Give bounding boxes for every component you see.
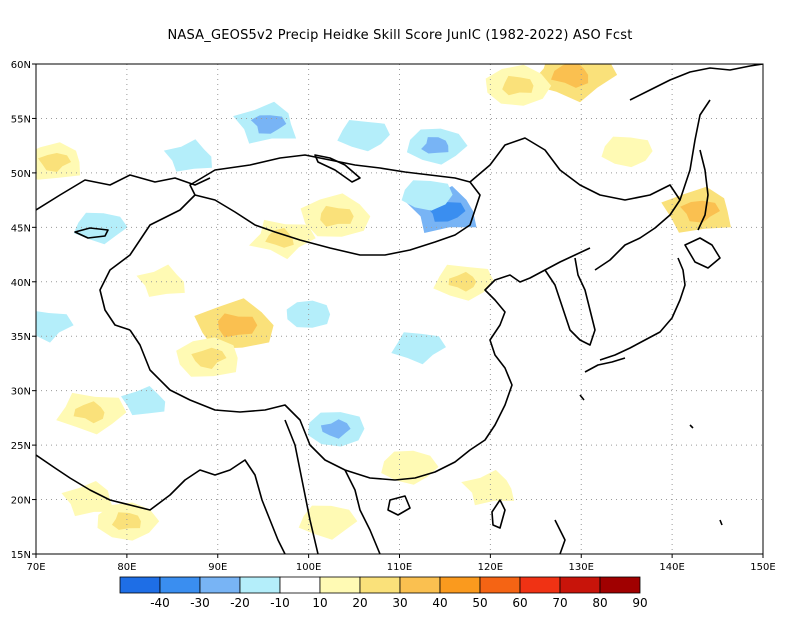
contour-patch-core bbox=[551, 64, 589, 88]
contour-patch-core bbox=[614, 142, 639, 160]
lon-tick-label: 100E bbox=[296, 562, 321, 573]
colorbar-swatch bbox=[439, 576, 481, 594]
contour-patch-core bbox=[134, 394, 158, 409]
colorbar-swatch bbox=[399, 576, 441, 594]
colorbar-swatch bbox=[559, 576, 601, 594]
colorbar: -40 -30 -20 -10 10 20 30 40 50 60 70 80 90 bbox=[119, 576, 648, 610]
colorbar-label: -20 bbox=[230, 596, 250, 610]
colorbar-label: -10 bbox=[270, 596, 290, 610]
contour-patch-core bbox=[76, 492, 106, 508]
contour-patch-core bbox=[414, 186, 439, 204]
colorbar-label: 20 bbox=[352, 596, 367, 610]
colorbar-label: 10 bbox=[312, 596, 327, 610]
colorbar-label: 50 bbox=[472, 596, 487, 610]
contour-patch-core bbox=[178, 149, 205, 165]
contour-patch-core bbox=[448, 271, 477, 292]
colorbar-label: 90 bbox=[632, 596, 647, 610]
colorbar-swatch bbox=[199, 576, 241, 594]
contour-patch-core bbox=[73, 401, 105, 424]
lat-tick-label: 40N bbox=[11, 278, 31, 289]
lon-tick-label: 150E bbox=[750, 562, 775, 573]
lon-tick-label: 80E bbox=[117, 562, 136, 573]
contour-patch-core bbox=[265, 228, 294, 248]
colorbar-swatch bbox=[519, 576, 561, 594]
lat-tick-label: 30N bbox=[11, 387, 31, 398]
colorbar-swatch bbox=[119, 576, 161, 594]
contour-patch-core bbox=[320, 419, 351, 439]
axis-ticks: 70E 80E 90E 100E 110E 120E 130E 140E 150E 15N 20N 2… bbox=[11, 60, 776, 573]
colorbar-swatch bbox=[279, 576, 321, 594]
colorbar-label: 70 bbox=[552, 596, 567, 610]
lat-tick-label: 60N bbox=[11, 60, 31, 71]
contour-patch-core bbox=[502, 75, 534, 96]
contour-patch-core bbox=[421, 137, 449, 154]
lat-tick-label: 15N bbox=[11, 550, 31, 561]
lat-tick-label: 35N bbox=[11, 332, 31, 343]
contour-patch-core bbox=[38, 153, 72, 172]
colorbar-swatch bbox=[319, 576, 361, 594]
contour-patch-core bbox=[250, 115, 287, 134]
contour-patch-core bbox=[312, 513, 339, 529]
contour-patch-core bbox=[350, 126, 375, 144]
colorbar-label: -30 bbox=[190, 596, 210, 610]
contour-patch-core bbox=[36, 317, 56, 333]
colorbar-label: 60 bbox=[512, 596, 527, 610]
lat-tick-label: 45N bbox=[11, 223, 31, 234]
colorbar-label: 40 bbox=[432, 596, 447, 610]
gridlines bbox=[36, 64, 763, 554]
contour-patch-core bbox=[476, 481, 506, 497]
lon-tick-label: 70E bbox=[26, 562, 45, 573]
contour-patch-core bbox=[111, 512, 141, 530]
colorbar-swatch bbox=[479, 576, 521, 594]
colorbar-swatch bbox=[239, 576, 281, 594]
lat-tick-label: 25N bbox=[11, 441, 31, 452]
colorbar-swatch bbox=[159, 576, 201, 594]
contour-patch-core bbox=[218, 313, 258, 338]
chart-title: NASA_GEOS5v2 Precip Heidke Skill Score J… bbox=[167, 28, 633, 43]
lat-tick-label: 20N bbox=[11, 496, 31, 507]
colorbar-label: -40 bbox=[150, 596, 170, 610]
lat-tick-label: 50N bbox=[11, 169, 31, 180]
colorbar-label: 30 bbox=[392, 596, 407, 610]
skill-score-field bbox=[36, 64, 731, 541]
contour-patch-core bbox=[680, 200, 720, 223]
lon-tick-label: 90E bbox=[208, 562, 227, 573]
colorbar-label: 80 bbox=[592, 596, 607, 610]
colorbar-swatch bbox=[359, 576, 401, 594]
lon-tick-label: 120E bbox=[478, 562, 503, 573]
coastlines-and-borders bbox=[36, 64, 763, 554]
contour-patch-core bbox=[191, 347, 227, 369]
colorbar-swatch bbox=[599, 576, 641, 594]
contour-patch-core bbox=[320, 205, 354, 227]
contour-patch-core bbox=[150, 274, 178, 290]
contour-patch-core bbox=[394, 458, 421, 475]
lon-tick-label: 140E bbox=[659, 562, 684, 573]
contour-patch-core bbox=[404, 339, 429, 355]
lon-tick-label: 110E bbox=[387, 562, 412, 573]
lon-tick-label: 130E bbox=[569, 562, 594, 573]
lat-tick-label: 55N bbox=[11, 114, 31, 125]
